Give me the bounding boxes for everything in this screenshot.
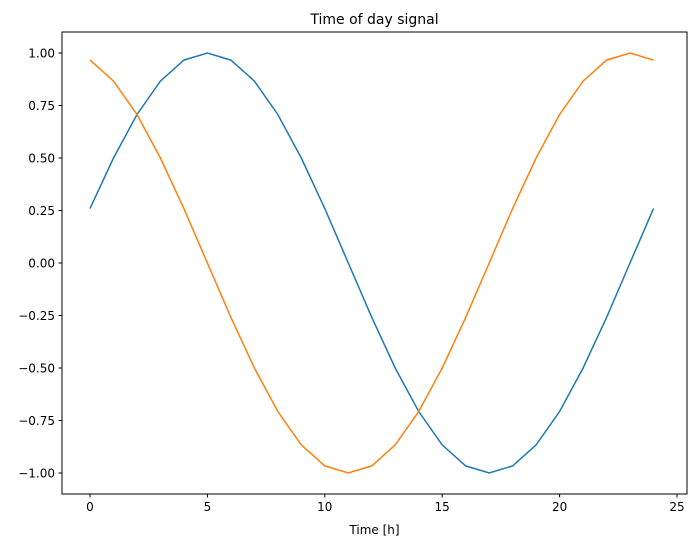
x-tick-label: 15 bbox=[435, 500, 450, 514]
y-tick-label: 0.50 bbox=[28, 152, 55, 166]
y-tick-label: −0.25 bbox=[18, 309, 55, 323]
y-tick-label: 0.25 bbox=[28, 204, 55, 218]
y-tick-label: 0.75 bbox=[28, 99, 55, 113]
x-tick-label: 0 bbox=[86, 500, 94, 514]
axis-layer: 0 5 10 15 20 25 1.00 0.75 0.50 0.25 0.00 −0.25 −0.50… bbox=[18, 47, 684, 515]
y-tick-label: 0.00 bbox=[28, 257, 55, 271]
series-layer bbox=[89, 52, 655, 474]
series-line-0 bbox=[89, 52, 655, 474]
x-tick-label: 5 bbox=[204, 500, 212, 514]
series-line-1 bbox=[89, 52, 654, 474]
y-tick-label: −0.75 bbox=[18, 414, 55, 428]
x-tick-label: 10 bbox=[317, 500, 332, 514]
chart-title: Time of day signal bbox=[309, 12, 438, 28]
x-tick-label: 20 bbox=[552, 500, 567, 514]
y-tick-label: −1.00 bbox=[18, 467, 55, 481]
x-tick-label: 25 bbox=[669, 500, 684, 514]
x-axis-label: Time [h] bbox=[348, 523, 399, 537]
y-tick-label: 1.00 bbox=[28, 47, 55, 61]
y-tick-label: −0.50 bbox=[18, 362, 55, 376]
plot-frame bbox=[61, 31, 688, 495]
